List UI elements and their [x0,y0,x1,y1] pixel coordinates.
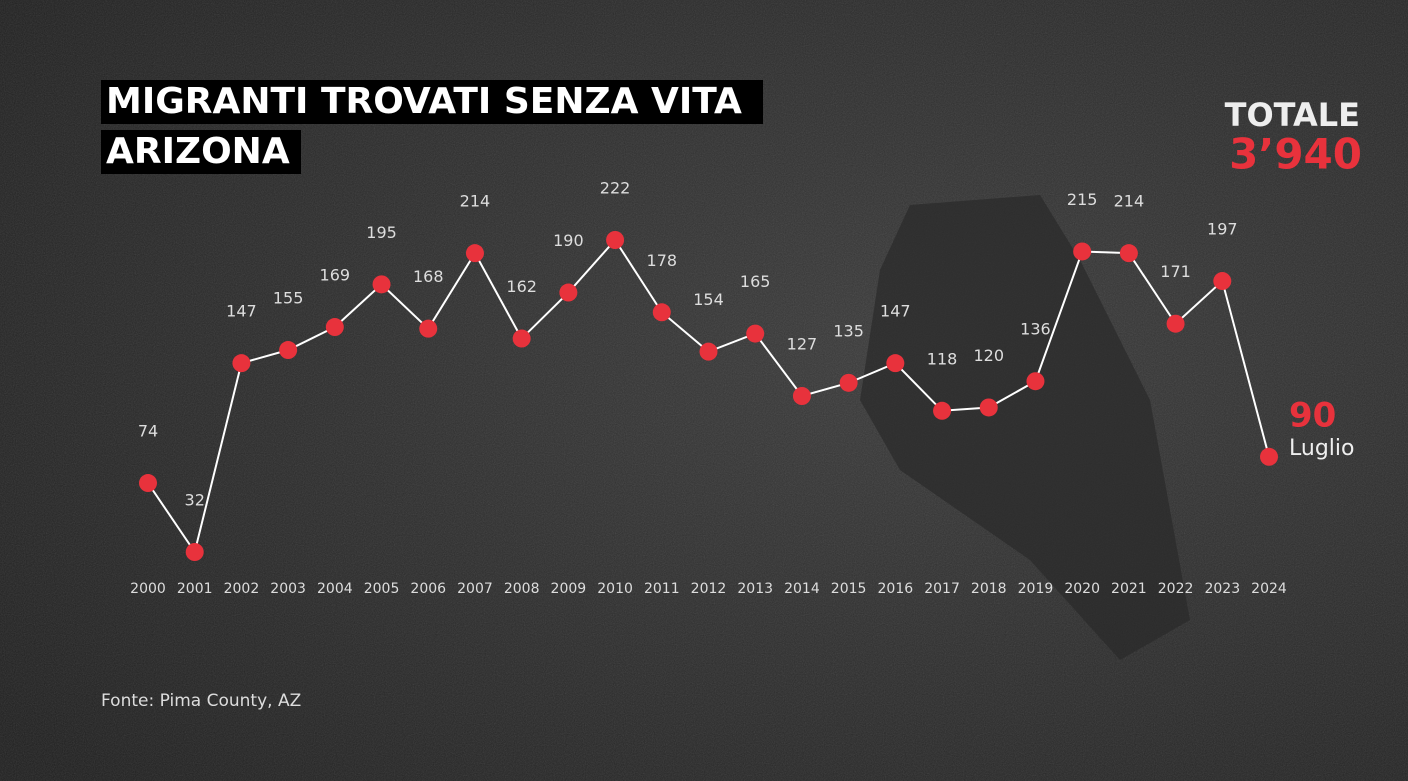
x-tick-label: 2008 [504,581,540,597]
x-tick-label: 2000 [130,581,166,597]
x-tick-label: 2018 [971,581,1007,597]
x-tick-label: 2011 [644,581,680,597]
value-label: 154 [693,290,724,309]
value-label: 190 [553,231,584,250]
x-tick-label: 2005 [364,581,400,597]
value-label: 195 [366,223,397,242]
x-tick-label: 2006 [410,581,446,597]
point [652,303,671,322]
shoe-shape [860,195,1190,660]
point [372,275,391,294]
value-label: 178 [647,251,678,270]
x-tick-label: 2013 [737,581,773,597]
x-tick-label: 2010 [597,581,633,597]
point [792,387,811,405]
x-tick-label: 2017 [924,581,960,597]
x-tick-label: 2002 [224,581,260,597]
point [933,401,952,420]
value-label: 120 [973,346,1004,365]
title-bg [101,80,763,124]
x-tick-label: 2009 [551,581,587,597]
point [559,283,578,302]
point [232,354,251,373]
point [699,342,718,361]
point [1260,447,1278,466]
x-tick-label: 2014 [784,581,820,597]
point [1213,272,1232,291]
x-tick-label: 2020 [1064,581,1100,597]
point [465,244,484,263]
point [325,318,344,337]
x-tick-label: 2012 [691,581,727,597]
point [279,341,298,360]
chart-title: ARIZONA [106,131,290,172]
value-label: 118 [927,349,958,368]
value-label: 147 [226,302,257,321]
x-tick-label: 2003 [270,581,306,597]
x-tick-label: 2001 [177,581,213,597]
value-label: 168 [413,267,444,286]
value-label: 197 [1207,220,1238,239]
value-label: 127 [787,335,818,354]
x-tick-label: 2016 [878,581,914,597]
value-label: 215 [1067,190,1098,209]
point [512,329,531,348]
point [1073,242,1092,261]
point [1026,372,1045,391]
value-label: 169 [320,266,351,285]
x-tick-label: 2019 [1018,581,1054,597]
point [746,324,765,343]
point [185,543,204,561]
point [1119,244,1138,263]
point [886,354,905,373]
x-tick-label: 2023 [1204,581,1240,597]
title-bg [101,130,301,174]
x-tick-label: 2015 [831,581,867,597]
point [1166,314,1185,333]
value-label: 155 [273,289,304,308]
value-label: 32 [185,491,205,510]
x-tick-label: 2004 [317,581,353,597]
value-label: 74 [138,422,158,441]
point [419,319,438,338]
x-tick-label: 2021 [1111,581,1147,597]
value-label: 165 [740,272,771,291]
x-tick-label: 2024 [1251,581,1287,597]
value-label: 135 [833,321,864,340]
source: Fonte: Pima County, AZ [101,691,301,711]
point [606,231,625,249]
total-value: 3’940 [1229,130,1362,179]
point [979,398,998,417]
value-note: Luglio [1289,436,1354,461]
x-tick-label: 2022 [1158,581,1194,597]
total-label: TOTALE [1225,96,1360,134]
point [139,474,157,493]
value-label: 214 [1114,192,1145,211]
value-label: 90 [1289,395,1336,435]
point [839,373,858,392]
value-label: 171 [1160,262,1191,281]
value-label: 214 [460,192,491,211]
value-label: 162 [506,277,537,296]
value-label: 222 [600,179,631,198]
x-tick-label: 2007 [457,581,493,597]
value-label: 136 [1020,320,1051,339]
value-label: 147 [880,302,911,321]
chart-title: MIGRANTI TROVATI SENZA VITA [106,81,742,122]
